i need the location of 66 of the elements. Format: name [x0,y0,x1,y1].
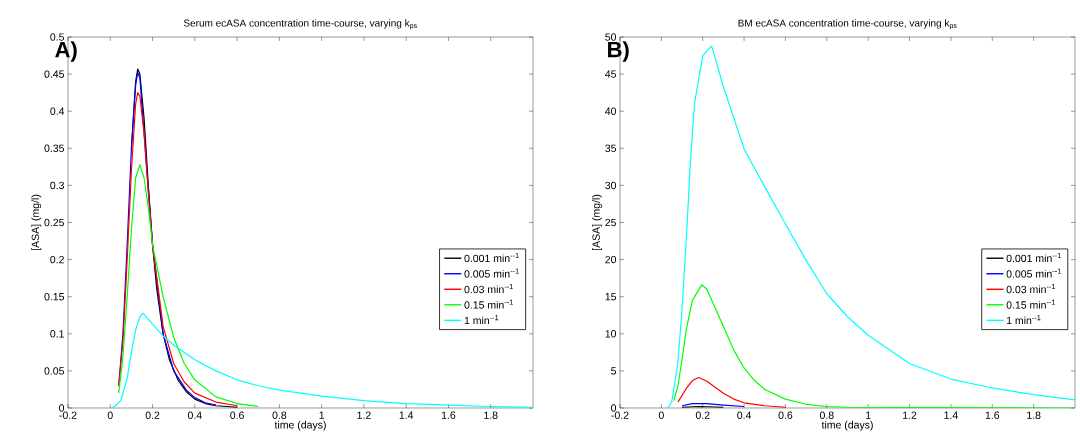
chart-title: BM ecASA concentration time-course, varying k$_{ps}$ [738,19,957,30]
y-tick-label: 0.2 [50,255,64,264]
x-tick-label: 0 [107,411,113,419]
x-tick-label: 1.2 [903,411,917,419]
y-tick-label: 0.05 [44,367,65,375]
y-tick-label: 10 [605,330,617,338]
x-axis-title: time (days) [274,420,326,431]
line-series [109,312,533,408]
legend-label: 0.001 min$^{--1}$ [1006,252,1061,263]
x-tick-label: 0.8 [819,411,834,419]
y-tick-label: 0.15 [44,292,65,301]
y-tick-label: 40 [605,107,617,115]
x-tick-label: 1.4 [944,411,958,419]
x-tick-label: 1.6 [441,411,456,419]
line-series [118,92,238,407]
y-tick-label: 30 [605,181,617,190]
x-tick-label: 0.4 [737,411,752,419]
x-tick-label: 1 [866,411,871,419]
y-tick-label: 0 [611,404,617,412]
legend-label: 0.03 min$^{--1}$ [464,284,513,294]
y-axis-title: [ASA] (mg/l) [31,194,42,251]
annotation: B) [608,41,629,62]
y-tick-label: 45 [605,70,617,78]
y-tick-label: 0.4 [50,107,65,115]
x-axis-title: time (days) [821,420,873,431]
x-tick-label: -0.2 [611,411,629,419]
y-tick-label: 25 [605,218,617,227]
line-series [118,164,259,408]
y-tick-label: 0.3 [50,181,65,190]
legend-label: 0.001 min$^{--1}$ [464,252,519,263]
legend-label: 0.03 min$^{--1}$ [1006,284,1056,294]
y-tick-label: 0.1 [50,330,64,338]
x-tick-label: 0.2 [145,411,160,419]
legend-label: 1 min$^{--1}$ [1006,315,1041,325]
y-tick-label: 15 [605,293,617,301]
x-tick-label: 0.8 [272,411,287,419]
y-tick-label: 0.35 [44,144,65,153]
y-tick-label: 0 [59,404,65,412]
x-tick-label: -0.2 [59,411,77,419]
x-tick-label: 0 [658,411,664,419]
legend-label: 0.005 min$^{--1}$ [464,268,519,278]
annotation: A) [55,41,77,62]
chart-title: Serum ecASA concentration time-course, varying k$_{ps}$ [183,19,417,30]
line-series [666,45,1076,408]
y-tick-label: 0.45 [44,70,65,78]
y-tick-label: 35 [605,144,617,153]
x-tick-label: 0.2 [695,411,710,419]
y-tick-label: 5 [611,367,617,375]
legend-label: 0.005 min$^{--1}$ [1006,268,1061,278]
legend-label: 0.15 min$^{--1}$ [464,299,513,309]
y-axis-title: [ASA] (mg/l) [592,194,602,251]
x-tick-label: 1.6 [985,411,1000,419]
y-tick-label: 0.25 [44,218,65,227]
x-tick-label: 1.8 [1027,411,1041,419]
legend-label: 1 min$^{--1}$ [464,315,499,325]
x-tick-label: 1 [319,411,325,419]
legend-label: 0.15 min$^{--1}$ [1006,299,1056,309]
y-tick-label: 50 [605,33,617,41]
x-tick-label: 0.6 [778,411,793,419]
y-tick-label: 0.5 [50,33,65,41]
x-tick-label: 1.8 [484,411,498,419]
x-tick-label: 1.4 [399,411,414,419]
x-tick-label: 0.4 [187,411,202,419]
y-tick-label: 20 [605,255,617,264]
x-tick-label: 0.6 [230,411,244,419]
x-tick-label: 1.2 [357,411,371,419]
